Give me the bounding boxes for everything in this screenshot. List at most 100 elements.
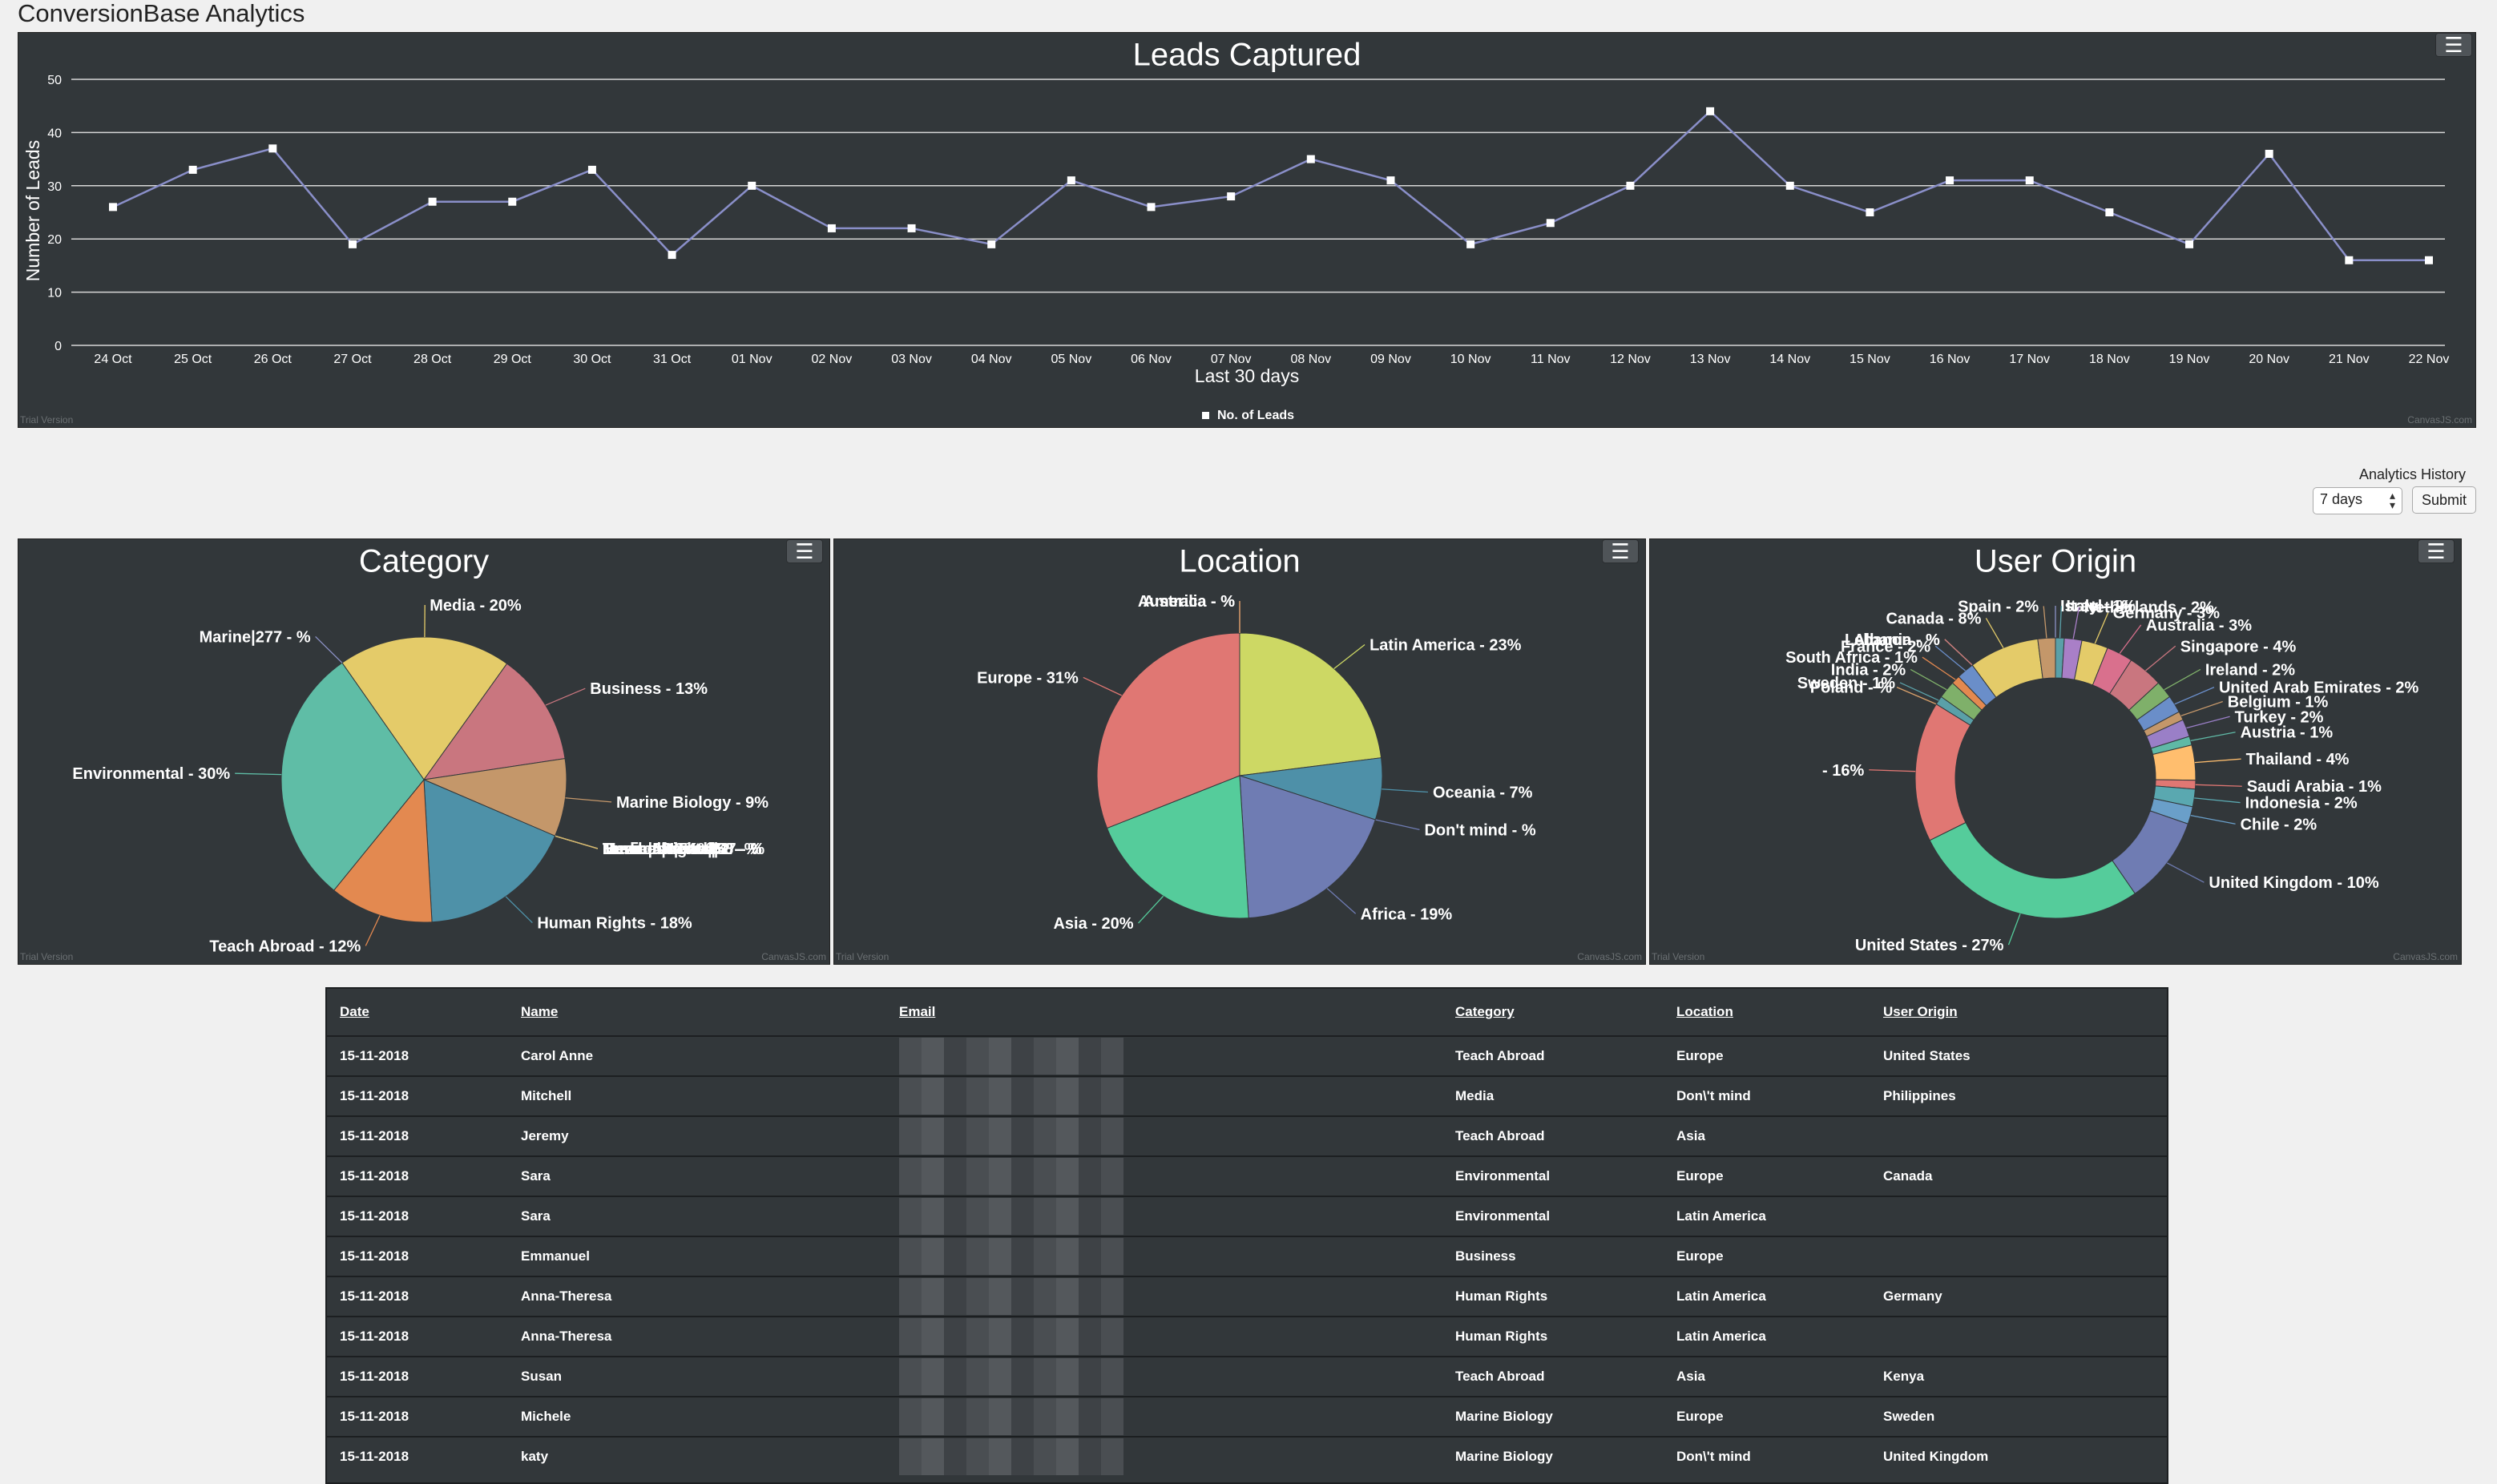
- redacted-email: [899, 1198, 1123, 1235]
- cell-email: [886, 1317, 1442, 1357]
- cell-email: [886, 1236, 1442, 1276]
- pie-slice[interactable]: [1240, 633, 1382, 776]
- pie-chart-title: Location: [1179, 544, 1300, 579]
- pie-label-leader: [2120, 625, 2141, 654]
- pie-slice-label: Australia - 3%: [2146, 617, 2252, 635]
- cell-category: Teach Abroad: [1442, 1036, 1664, 1076]
- cell-email: [886, 1437, 1442, 1476]
- data-point[interactable]: [2345, 256, 2353, 264]
- data-point[interactable]: [508, 198, 516, 206]
- data-point[interactable]: [1148, 203, 1156, 211]
- pie-label-leader: [2186, 716, 2229, 728]
- cell-name: Sara: [508, 1196, 886, 1236]
- data-point[interactable]: [1786, 182, 1794, 190]
- column-header-user-origin[interactable]: User Origin: [1870, 989, 2167, 1036]
- cell-location: Latin America: [1664, 1276, 1870, 1317]
- data-point[interactable]: [1227, 192, 1235, 200]
- category-chart-menu-button[interactable]: ☰: [786, 539, 823, 563]
- data-point[interactable]: [2185, 240, 2193, 248]
- data-point[interactable]: [748, 182, 756, 190]
- y-tick-label: 10: [47, 287, 62, 300]
- data-point[interactable]: [349, 240, 357, 248]
- data-point[interactable]: [828, 224, 836, 232]
- data-point[interactable]: [987, 240, 995, 248]
- pie-slice-label: Spain - 2%: [1958, 598, 2039, 615]
- watermark-canvasjs: CanvasJS.com: [2393, 951, 2458, 962]
- data-point[interactable]: [2425, 256, 2433, 264]
- hamburger-icon: ☰: [1611, 541, 1629, 562]
- data-point[interactable]: [2265, 150, 2273, 158]
- cell-category: Teach Abroad: [1442, 1357, 1664, 1397]
- pie-slice-label: Lebanon - %: [1845, 631, 1940, 649]
- data-point[interactable]: [1386, 176, 1394, 184]
- location-chart-menu-button[interactable]: ☰: [1602, 539, 1639, 563]
- data-point[interactable]: [908, 224, 916, 232]
- data-point[interactable]: [1626, 182, 1634, 190]
- data-point[interactable]: [109, 203, 117, 211]
- column-header-category[interactable]: Category: [1442, 989, 1664, 1036]
- pie-label-leader: [2195, 759, 2241, 762]
- legend-label[interactable]: No. of Leads: [1217, 409, 1294, 422]
- leads-chart-title: Leads Captured: [1133, 38, 1361, 73]
- column-header-date[interactable]: Date: [327, 989, 508, 1036]
- pie-label-leader: [2181, 702, 2223, 716]
- x-tick-label: 20 Nov: [2249, 353, 2289, 366]
- data-point[interactable]: [588, 166, 596, 174]
- data-point[interactable]: [1547, 219, 1555, 227]
- data-point[interactable]: [2026, 176, 2034, 184]
- data-point[interactable]: [1067, 176, 1075, 184]
- leads-chart-menu-button[interactable]: ☰: [2435, 33, 2472, 57]
- pie-label-leader: [2167, 863, 2204, 882]
- data-point[interactable]: [1466, 240, 1474, 248]
- cell-user-origin: United Kingdom: [1870, 1437, 2167, 1476]
- cell-category: Media: [1442, 1076, 1664, 1116]
- cell-email: [886, 1036, 1442, 1076]
- pie-slice-label: Oceania - 7%: [1433, 784, 1533, 802]
- data-point[interactable]: [1307, 155, 1315, 163]
- pie-slice-label: Ireland - 2%: [2205, 661, 2295, 679]
- data-point[interactable]: [429, 198, 437, 206]
- pie-label-leader: [2008, 913, 2020, 945]
- data-point[interactable]: [189, 166, 197, 174]
- data-point[interactable]: [2105, 208, 2113, 216]
- data-point[interactable]: [1706, 107, 1714, 115]
- pie-label-leader: [2175, 688, 2214, 704]
- data-point[interactable]: [268, 144, 276, 152]
- cell-date: 15-11-2018: [327, 1357, 508, 1397]
- pie-slice-label: United States - 27%: [1855, 937, 2004, 954]
- x-tick-label: 03 Nov: [891, 353, 932, 366]
- user-origin-chart-menu-button[interactable]: ☰: [2418, 539, 2455, 563]
- pie-label-leader: [1139, 896, 1164, 923]
- pie-label-leader: [2191, 732, 2236, 741]
- submit-button[interactable]: Submit: [2412, 486, 2476, 514]
- redacted-email: [899, 1038, 1123, 1075]
- x-tick-label: 31 Oct: [653, 353, 692, 366]
- cell-name: katy: [508, 1437, 886, 1476]
- column-header-location[interactable]: Location: [1664, 989, 1870, 1036]
- cell-location: Europe: [1664, 1236, 1870, 1276]
- select-updown-icon: ▴▾: [2390, 490, 2395, 510]
- cell-date: 15-11-2018: [327, 1397, 508, 1437]
- pie-label-leader: [2191, 816, 2236, 825]
- analytics-history-select[interactable]: 7 days ▴▾: [2313, 487, 2402, 514]
- leads-table: Date Name Email Category Location User O…: [325, 987, 2168, 1484]
- cell-email: [886, 1357, 1442, 1397]
- data-point[interactable]: [668, 251, 676, 259]
- table-header-row: Date Name Email Category Location User O…: [327, 989, 2167, 1036]
- data-point[interactable]: [1946, 176, 1954, 184]
- column-header-name[interactable]: Name: [508, 989, 886, 1036]
- pie-slice-label: Environmental - 30%: [72, 765, 230, 783]
- cell-date: 15-11-2018: [327, 1036, 508, 1076]
- cell-location: Don\'t mind: [1664, 1076, 1870, 1116]
- pie-label-leader: [1986, 618, 2003, 647]
- leads-chart-ylabel: Number of Leads: [22, 140, 43, 281]
- cell-date: 15-11-2018: [327, 1196, 508, 1236]
- cell-category: Teach Abroad: [1442, 1116, 1664, 1156]
- pie-slice-label: Singapore - 4%: [2180, 638, 2297, 655]
- data-point[interactable]: [1866, 208, 1874, 216]
- column-header-email[interactable]: Email: [886, 989, 1442, 1036]
